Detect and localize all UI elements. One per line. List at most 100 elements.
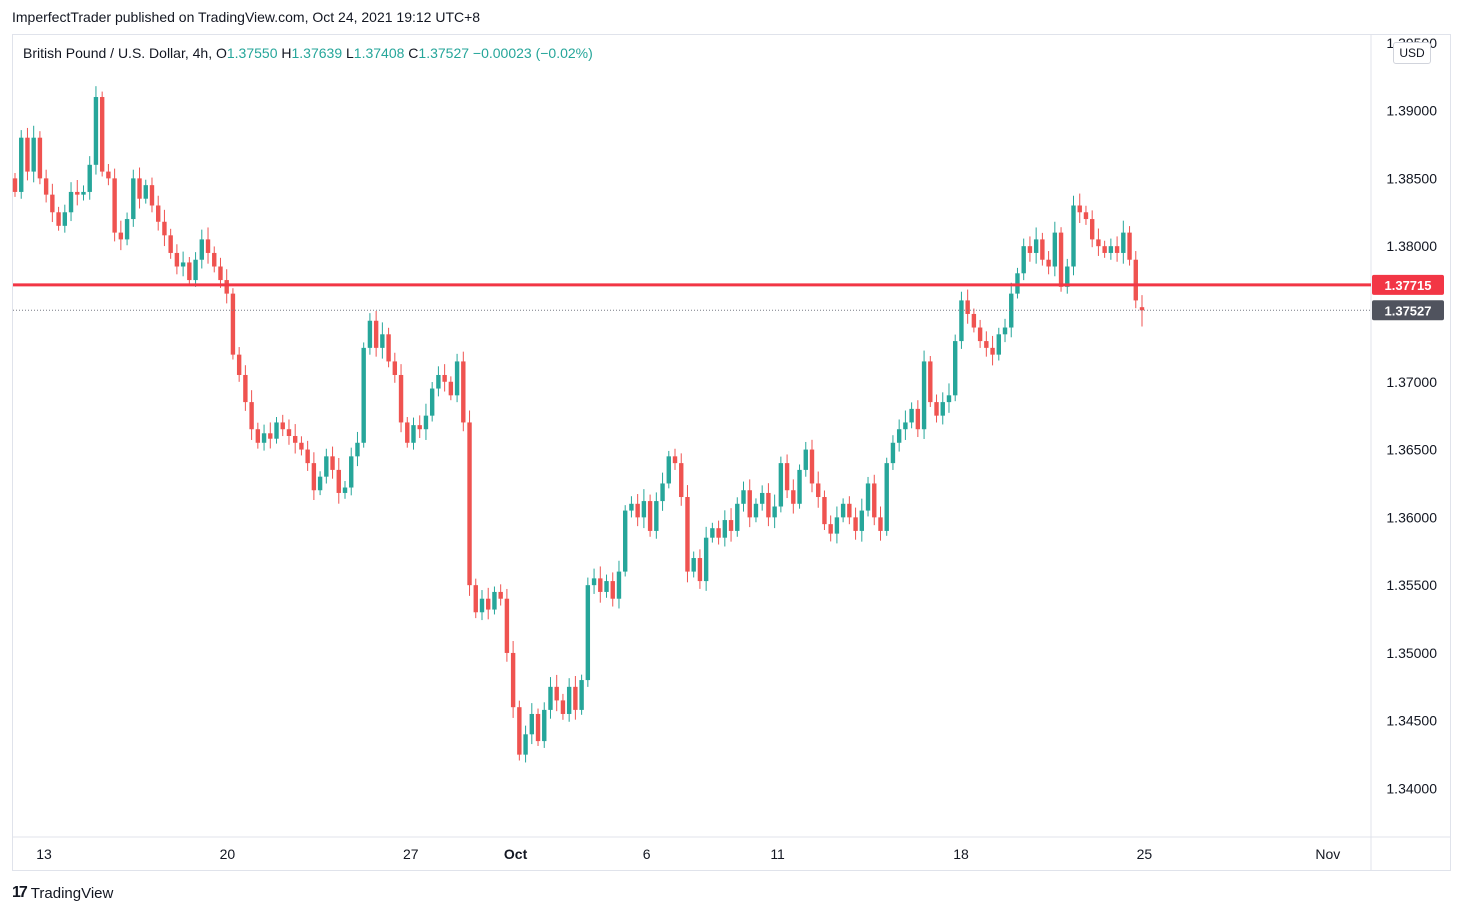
time-tick-label: Nov	[1315, 846, 1340, 862]
candle-body	[367, 320, 373, 348]
candle-body	[1027, 246, 1033, 253]
candle-body	[1002, 327, 1008, 335]
tradingview-brand[interactable]: 17 TradingView	[12, 884, 113, 902]
time-axis[interactable]: 13 20 27 Oct 6 11 18 25 Nov	[36, 846, 1340, 862]
time-tick-label: 27	[403, 846, 419, 862]
time-tick-label: Oct	[504, 846, 528, 862]
candle-body	[616, 571, 622, 599]
tradingview-logo-icon: 17	[12, 884, 28, 901]
candle-body	[149, 185, 155, 206]
candle-body	[859, 510, 865, 531]
candle-body	[361, 347, 366, 443]
candle-body	[380, 334, 385, 348]
time-tick-label: 25	[1137, 846, 1153, 862]
candle-body	[236, 354, 242, 375]
high-value: 1.37639	[291, 45, 343, 61]
candle-body	[573, 686, 578, 710]
candle-body	[828, 524, 833, 534]
candle-body	[305, 449, 310, 464]
low-label: L	[346, 45, 354, 61]
candle-body	[137, 178, 142, 199]
candle-body	[803, 449, 808, 470]
candle-body	[106, 171, 111, 179]
candle-body	[691, 558, 696, 572]
candle-body	[535, 713, 541, 742]
candle-body	[243, 374, 248, 403]
candle-body	[959, 300, 964, 342]
price-axis[interactable]: 1.395001.390001.385001.380001.370001.365…	[1386, 35, 1437, 797]
candle-body	[261, 433, 267, 443]
candle-body	[268, 433, 273, 439]
candle-body	[510, 652, 516, 708]
close-value: 1.37527	[418, 45, 470, 61]
candle-body	[448, 381, 454, 396]
candle-body	[199, 239, 204, 260]
candle-body	[741, 490, 746, 504]
time-tick-label: 13	[36, 846, 52, 862]
candle-body	[903, 422, 908, 430]
time-tick-label: 6	[643, 846, 651, 862]
candle-body	[523, 734, 528, 755]
currency-button[interactable]: USD	[1393, 42, 1431, 64]
candle-body	[1102, 246, 1107, 253]
candle-body	[685, 497, 690, 572]
candle-body	[797, 469, 802, 504]
symbol-legend: British Pound / U.S. Dollar, 4h, O1.3755…	[23, 45, 593, 61]
candle-body	[672, 456, 678, 464]
candle-body	[1108, 246, 1114, 253]
chart-frame	[12, 34, 1451, 871]
time-tick-label: 20	[220, 846, 236, 862]
brand-name: TradingView	[30, 884, 114, 902]
candle-body	[1121, 232, 1126, 253]
price-tick-label: 1.36500	[1386, 442, 1437, 458]
candle-body	[1096, 239, 1101, 247]
candle-body	[872, 483, 877, 518]
candle-body	[759, 492, 765, 504]
candle-body	[847, 503, 852, 518]
price-tick-label: 1.39000	[1386, 103, 1437, 119]
candle-body	[405, 422, 410, 443]
candle-body	[716, 528, 721, 538]
candle-body	[429, 388, 435, 416]
candle-body	[486, 598, 491, 610]
candle-body	[50, 194, 55, 213]
close-label: C	[408, 45, 419, 61]
candle-body	[12, 178, 18, 192]
candle-body	[1077, 205, 1082, 213]
level-price-text: 1.37715	[1385, 278, 1432, 293]
candle-body	[809, 449, 815, 484]
candle-body	[865, 483, 871, 511]
candle-body	[1065, 266, 1070, 287]
price-tick-label: 1.35500	[1386, 577, 1437, 593]
candle-body	[187, 262, 192, 281]
candle-body	[816, 483, 821, 498]
last-price-text: 1.37527	[1385, 303, 1432, 318]
candle-body	[324, 456, 329, 477]
candle-body	[417, 425, 422, 430]
candle-body	[1133, 259, 1138, 301]
candle-body	[791, 490, 796, 504]
candle-body	[622, 510, 628, 572]
open-value: 1.37550	[226, 45, 278, 61]
candle-body	[542, 709, 547, 742]
candle-body	[1009, 293, 1014, 328]
candle-body	[710, 528, 715, 538]
candle-body	[93, 97, 99, 165]
candle-body	[112, 178, 117, 233]
candle-body	[436, 374, 441, 389]
candle-body	[56, 212, 61, 226]
candle-body	[1021, 246, 1026, 274]
last-price-tag	[1372, 300, 1444, 321]
candle-body	[554, 686, 559, 701]
candle-body	[1071, 205, 1076, 267]
candle-body	[934, 402, 939, 416]
candle-body	[921, 361, 927, 430]
open-label: O	[215, 45, 227, 61]
candle-body	[81, 191, 86, 195]
candle-body	[654, 501, 659, 531]
candle-body	[666, 456, 671, 484]
candle-body	[156, 205, 161, 222]
candle-body	[224, 280, 229, 294]
candle-body	[37, 137, 43, 179]
